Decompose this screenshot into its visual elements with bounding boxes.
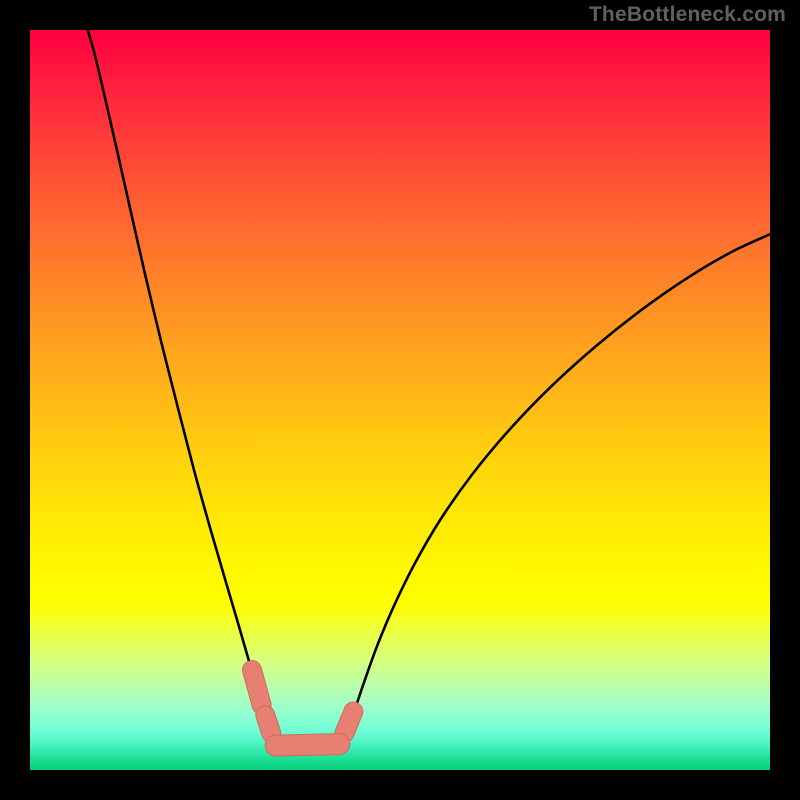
bottleneck-chart bbox=[0, 0, 800, 800]
gradient-background bbox=[30, 30, 770, 770]
watermark-text: TheBottleneck.com bbox=[589, 3, 786, 27]
